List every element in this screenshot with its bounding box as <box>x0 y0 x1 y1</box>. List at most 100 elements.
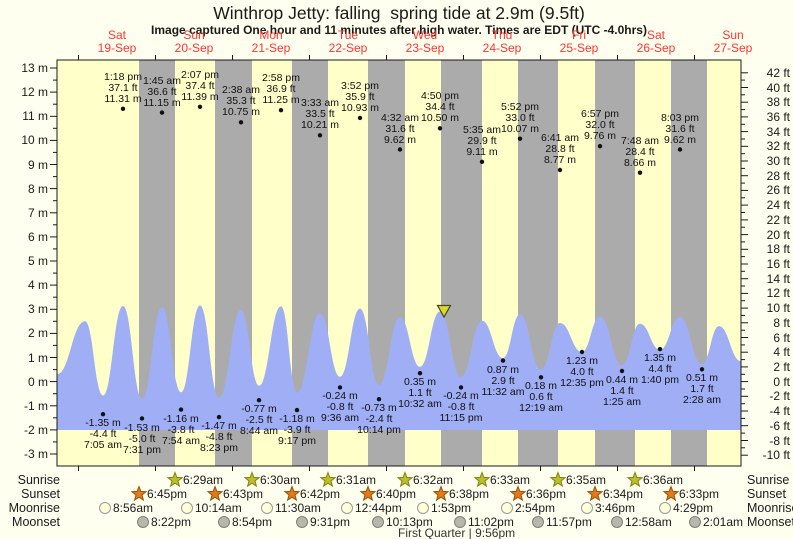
sunset-time: 6:42pm <box>300 487 341 501</box>
moonrise-time: 8:56am <box>113 501 154 515</box>
moonrise-time: 3:46pm <box>595 501 636 515</box>
tide-extreme-dot <box>159 110 165 115</box>
almanac-row-label-moonset: Moonset <box>747 515 793 529</box>
tide-extreme-dot <box>538 375 544 380</box>
low-tide-annotation: -1.47 m -4.8 ft 8:23 pm <box>200 420 238 455</box>
y-axis-right-label: 4 ft <box>773 345 790 360</box>
y-axis-right-label: 22 ft <box>766 212 790 227</box>
y-axis-right-label: 34 ft <box>766 124 790 139</box>
high-tide-annotation: 1:18 pm 37.1 ft 11.31 m <box>104 70 142 105</box>
page-title: Winthrop Jetty: falling spring tide at 2… <box>213 3 585 23</box>
y-axis-left-label: 7 m <box>27 205 48 220</box>
tide-extreme-dot <box>294 407 300 413</box>
moonrise-circle-icon <box>341 502 353 514</box>
y-axis-right-label: -6 ft <box>769 418 790 433</box>
y-axis-right-label: 2 ft <box>773 359 790 374</box>
moonrise-circle-icon <box>581 502 593 514</box>
y-axis-left-label: -1 m <box>24 398 48 413</box>
low-tide-annotation: 0.18 m 0.6 ft 12:19 am <box>519 380 563 415</box>
tide-curve <box>57 305 741 430</box>
tide-extreme-dot <box>178 407 184 412</box>
tide-extreme-dot <box>120 106 126 112</box>
sunrise-star-icon <box>549 471 567 488</box>
low-tide-annotation: 0.35 m 1.1 ft 10:32 am <box>398 376 442 411</box>
y-axis-left-label: -2 m <box>24 422 48 437</box>
tide-extreme-dot <box>437 126 443 131</box>
high-tide-annotation: 5:35 am 29.9 ft 9.11 m <box>463 123 501 158</box>
sunset-star-icon <box>432 485 450 502</box>
low-tide-annotation: 0.44 m 1.4 ft 1:25 am <box>603 374 641 408</box>
low-tide-annotation: -0.24 m -0.8 ft 9:36 am <box>321 390 359 425</box>
high-tide-annotation: 3:52 pm 35.9 ft 10.93 m <box>341 79 379 114</box>
almanac-row-label-sunset: Sunset <box>747 487 786 501</box>
moonset-time: 10:13pm <box>386 515 433 529</box>
almanac-row-label-moonrise: Moonrise <box>747 501 793 515</box>
high-tide-annotation: 2:58 pm 36.9 ft 11.25 m <box>262 72 300 107</box>
y-axis-right-label: 14 ft <box>766 271 790 286</box>
moonset-time: 8:22pm <box>151 515 192 529</box>
sunset-time: 6:40pm <box>376 487 417 501</box>
tide-extreme-dot <box>657 346 663 352</box>
y-axis-right-label: 40 ft <box>766 80 790 95</box>
low-tide-annotation: -0.24 m -0.8 ft 11:15 pm <box>439 390 483 425</box>
chart-subtitle: Image captured One hour and 11 minutes a… <box>151 23 647 37</box>
y-axis-right-label: 6 ft <box>773 330 790 345</box>
moon-phase-label: First Quarter | 9:56pm <box>398 526 516 539</box>
low-tide-annotation: -1.16 m -3.8 ft 7:54 am <box>162 412 200 447</box>
y-axis-right-label: -10 ft <box>762 448 790 463</box>
moonrise-circle-icon <box>501 502 513 514</box>
sunset-star-icon <box>662 485 680 502</box>
moonset-time: 9:31pm <box>310 515 351 529</box>
tide-extreme-dot <box>397 147 403 152</box>
tide-extreme-dot <box>500 358 506 363</box>
y-axis-right-label: -8 ft <box>769 433 790 448</box>
almanac-row-label-sunrise: Sunrise <box>747 473 790 487</box>
almanac-row-label-moonset: Moonset <box>12 515 60 529</box>
y-axis-right-label: 30 ft <box>766 154 790 168</box>
moonrise-circle-icon <box>417 502 429 514</box>
y-axis-left-label: 11 m <box>22 109 48 124</box>
y-axis-right-label: 16 ft <box>766 257 790 271</box>
moonset-time: 11:02pm <box>468 515 514 529</box>
sunset-time: 6:33pm <box>679 487 720 501</box>
sunset-star-icon <box>586 485 604 502</box>
sunset-star-icon <box>509 485 527 502</box>
low-tide-annotation: -1.53 m -5.0 ft 7:31 pm <box>123 421 161 456</box>
tide-extreme-dot <box>557 167 563 173</box>
sunset-star-icon <box>130 485 148 502</box>
sunset-time: 6:34pm <box>603 487 644 501</box>
y-axis-right-label: 8 ft <box>773 315 790 330</box>
low-tide-annotation: 0.87 m 2.9 ft 11:32 am <box>481 363 525 398</box>
y-axis-right-label: 12 ft <box>766 286 790 301</box>
y-axis-left-label: 6 m <box>27 229 48 244</box>
current-tide-marker <box>436 304 452 319</box>
y-axis-right-label: 36 ft <box>766 109 790 124</box>
tide-extreme-dot <box>479 159 485 164</box>
sunrise-time: 6:35am <box>566 473 607 487</box>
sunset-time: 6:45pm <box>147 487 188 501</box>
tide-extreme-dot <box>376 397 382 402</box>
y-axis-right-label: 18 ft <box>766 242 790 257</box>
sunrise-star-icon <box>473 471 491 488</box>
tide-extreme-dot <box>699 367 705 372</box>
y-axis-left-label: 8 m <box>27 181 48 196</box>
moonset-time: 8:54pm <box>232 515 273 529</box>
tide-extreme-dot <box>417 371 423 376</box>
y-axis-right-label: -2 ft <box>769 389 790 404</box>
tide-extreme-dot <box>357 115 363 121</box>
day-label: Fri 25-Sep <box>559 28 599 55</box>
almanac-row-label-moonrise: Moonrise <box>8 501 60 515</box>
y-axis-left-label: 5 m <box>27 254 48 268</box>
sunrise-star-icon <box>396 471 414 488</box>
high-tide-annotation: 6:57 pm 32.0 ft 9.76 m <box>581 108 619 143</box>
high-tide-annotation: 1:45 am 36.6 ft 11.15 m <box>143 74 181 109</box>
tide-extreme-dot <box>139 416 145 421</box>
moonset-circle-icon <box>611 516 623 528</box>
tide-extreme-dot <box>197 104 203 110</box>
moonset-circle-icon <box>296 516 308 528</box>
tide-extreme-dot <box>597 144 603 149</box>
tide-extreme-dot <box>256 398 262 403</box>
low-tide-annotation: 1.35 m 4.4 ft 1:40 pm <box>641 352 679 387</box>
